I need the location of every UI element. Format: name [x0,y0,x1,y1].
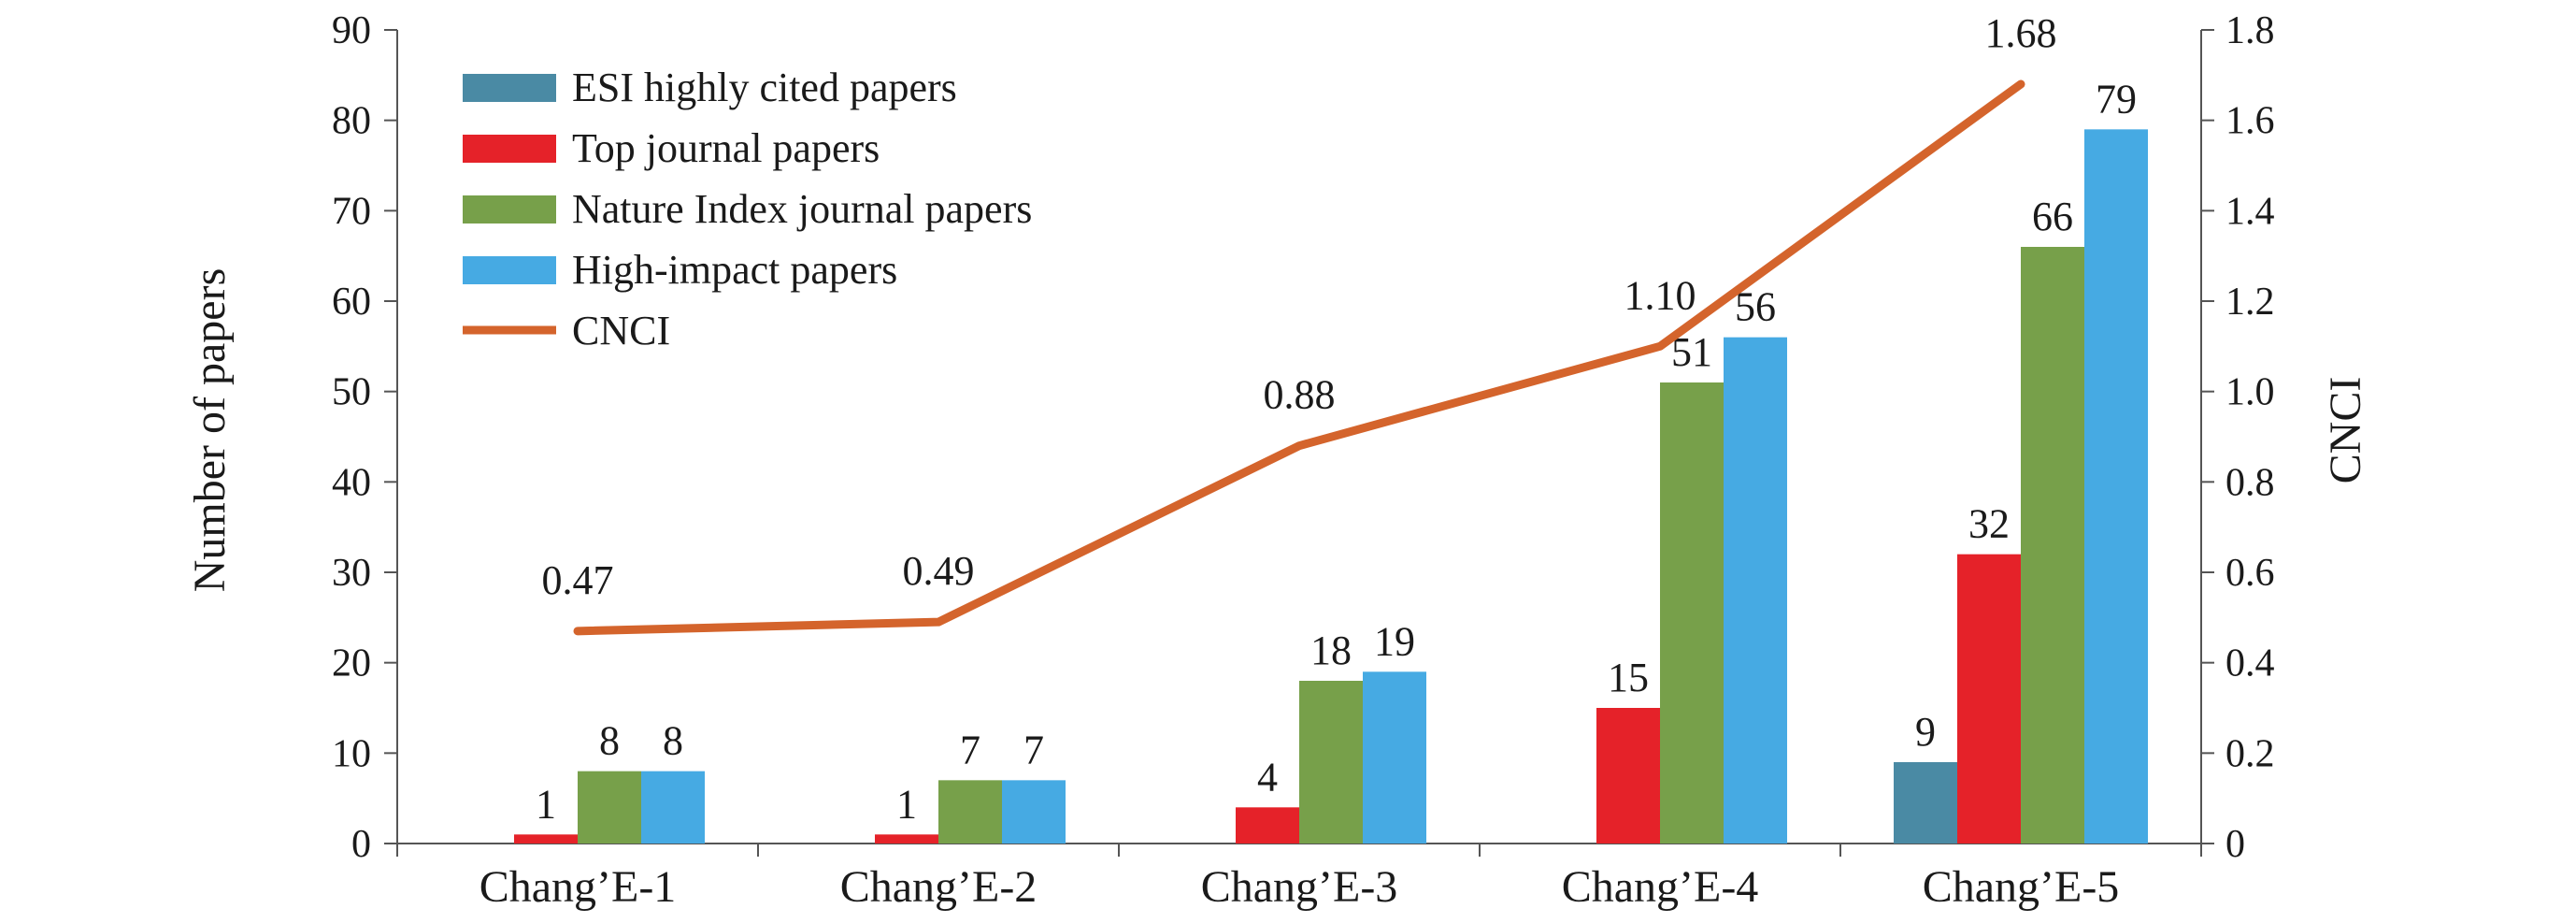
category-label: Chang’E-2 [840,862,1038,912]
y2-tick-label: 1.8 [2225,9,2275,52]
bar [1957,554,2021,844]
bar-value-label: 15 [1608,655,1649,700]
y2-tick-label: 1.6 [2225,100,2275,143]
bar [514,834,578,844]
category-label: Chang’E-5 [1923,862,2120,912]
bar [1596,708,1660,844]
left-y-axis-ticks: 0 10 20 30 40 50 60 70 80 90 [332,9,397,866]
legend: ESI highly cited papers Top journal paper… [463,65,1032,353]
bar [2021,247,2084,844]
bar-value-label: 66 [2032,194,2073,239]
legend-swatch [463,256,556,284]
legend-swatch [463,74,556,102]
bar [1299,681,1363,844]
bar [1236,807,1299,844]
bar-value-label: 9 [1915,709,1936,755]
y2-tick-label: 0 [2225,823,2245,866]
bar-value-label: 32 [1968,501,2010,547]
cnci-point [1298,444,1300,447]
y2-tick-label: 0.4 [2225,642,2275,685]
y2-tick-label: 0.2 [2225,732,2275,775]
category-label: Chang’E-4 [1562,862,1759,912]
y2-tick-label: 1.4 [2225,190,2275,233]
y-tick-label: 20 [332,642,371,685]
bar [875,834,938,844]
cnci-value-label: 0.47 [542,557,614,603]
cnci-point [1659,345,1661,348]
legend-swatch [463,135,556,163]
bar [1363,671,1426,844]
category-label: Chang’E-3 [1201,862,1398,912]
bar [1002,780,1066,844]
cnci-value-label: 1.10 [1624,272,1696,318]
cnci-value-label: 0.88 [1264,372,1336,418]
bar [641,771,705,844]
bar-value-label: 18 [1310,627,1352,673]
cnci-point [937,621,939,624]
y-axis-title: Number of papers [185,268,235,593]
bar-value-label: 8 [663,718,683,764]
legend-label: CNCI [572,308,670,353]
cnci-value-label: 1.68 [1985,10,2057,56]
y2-tick-label: 0.8 [2225,461,2275,504]
y-tick-label: 70 [332,190,371,233]
bar-value-label: 19 [1374,618,1415,664]
bars [514,129,2148,844]
bar-value-label: 1 [536,781,556,827]
cnci-point [2020,83,2022,85]
bar-value-label: 7 [1023,727,1044,772]
bar-value-label: 8 [599,718,620,764]
bar [1724,337,1787,844]
y-tick-label: 90 [332,9,371,52]
legend-label: ESI highly cited papers [572,65,957,110]
bar-value-label: 79 [2096,76,2137,122]
y2-tick-label: 1.0 [2225,371,2275,414]
bar [2084,129,2148,844]
y-tick-label: 0 [351,823,371,866]
cnci-value-label: 0.49 [903,548,975,594]
bar-value-label: 4 [1257,754,1278,800]
cnci-line-series [573,79,2025,636]
y-tick-label: 60 [332,281,371,324]
bar [578,771,641,844]
legend-swatch [463,195,556,224]
right-y-axis-ticks: 0 0.2 0.4 0.6 0.8 1.0 1.2 1.4 1.6 1.8 [2201,9,2275,866]
legend-label: Nature Index journal papers [572,186,1032,232]
bar [1660,382,1724,844]
y2-tick-label: 1.2 [2225,281,2275,324]
cnci-data-labels: 0.47 0.49 0.88 1.10 1.68 [542,10,2057,603]
legend-label: High-impact papers [572,247,897,293]
y-tick-label: 10 [332,732,371,775]
bar [1894,762,1957,844]
category-label: Chang’E-1 [479,862,677,912]
legend-label: Top journal papers [572,125,880,171]
bar [938,780,1002,844]
y-tick-label: 80 [332,100,371,143]
y2-axis-title: CNCI [2321,377,2370,484]
category-labels: Chang’E-1 Chang’E-2 Chang’E-3 Chang’E-4 Chan… [396,844,2202,912]
y2-tick-label: 0.6 [2225,552,2275,595]
y-tick-label: 50 [332,371,371,414]
cnci-point [577,629,579,632]
bar-value-label: 1 [896,781,917,827]
bar-value-label: 7 [960,727,980,772]
y-tick-label: 30 [332,552,371,595]
y-tick-label: 40 [332,461,371,504]
